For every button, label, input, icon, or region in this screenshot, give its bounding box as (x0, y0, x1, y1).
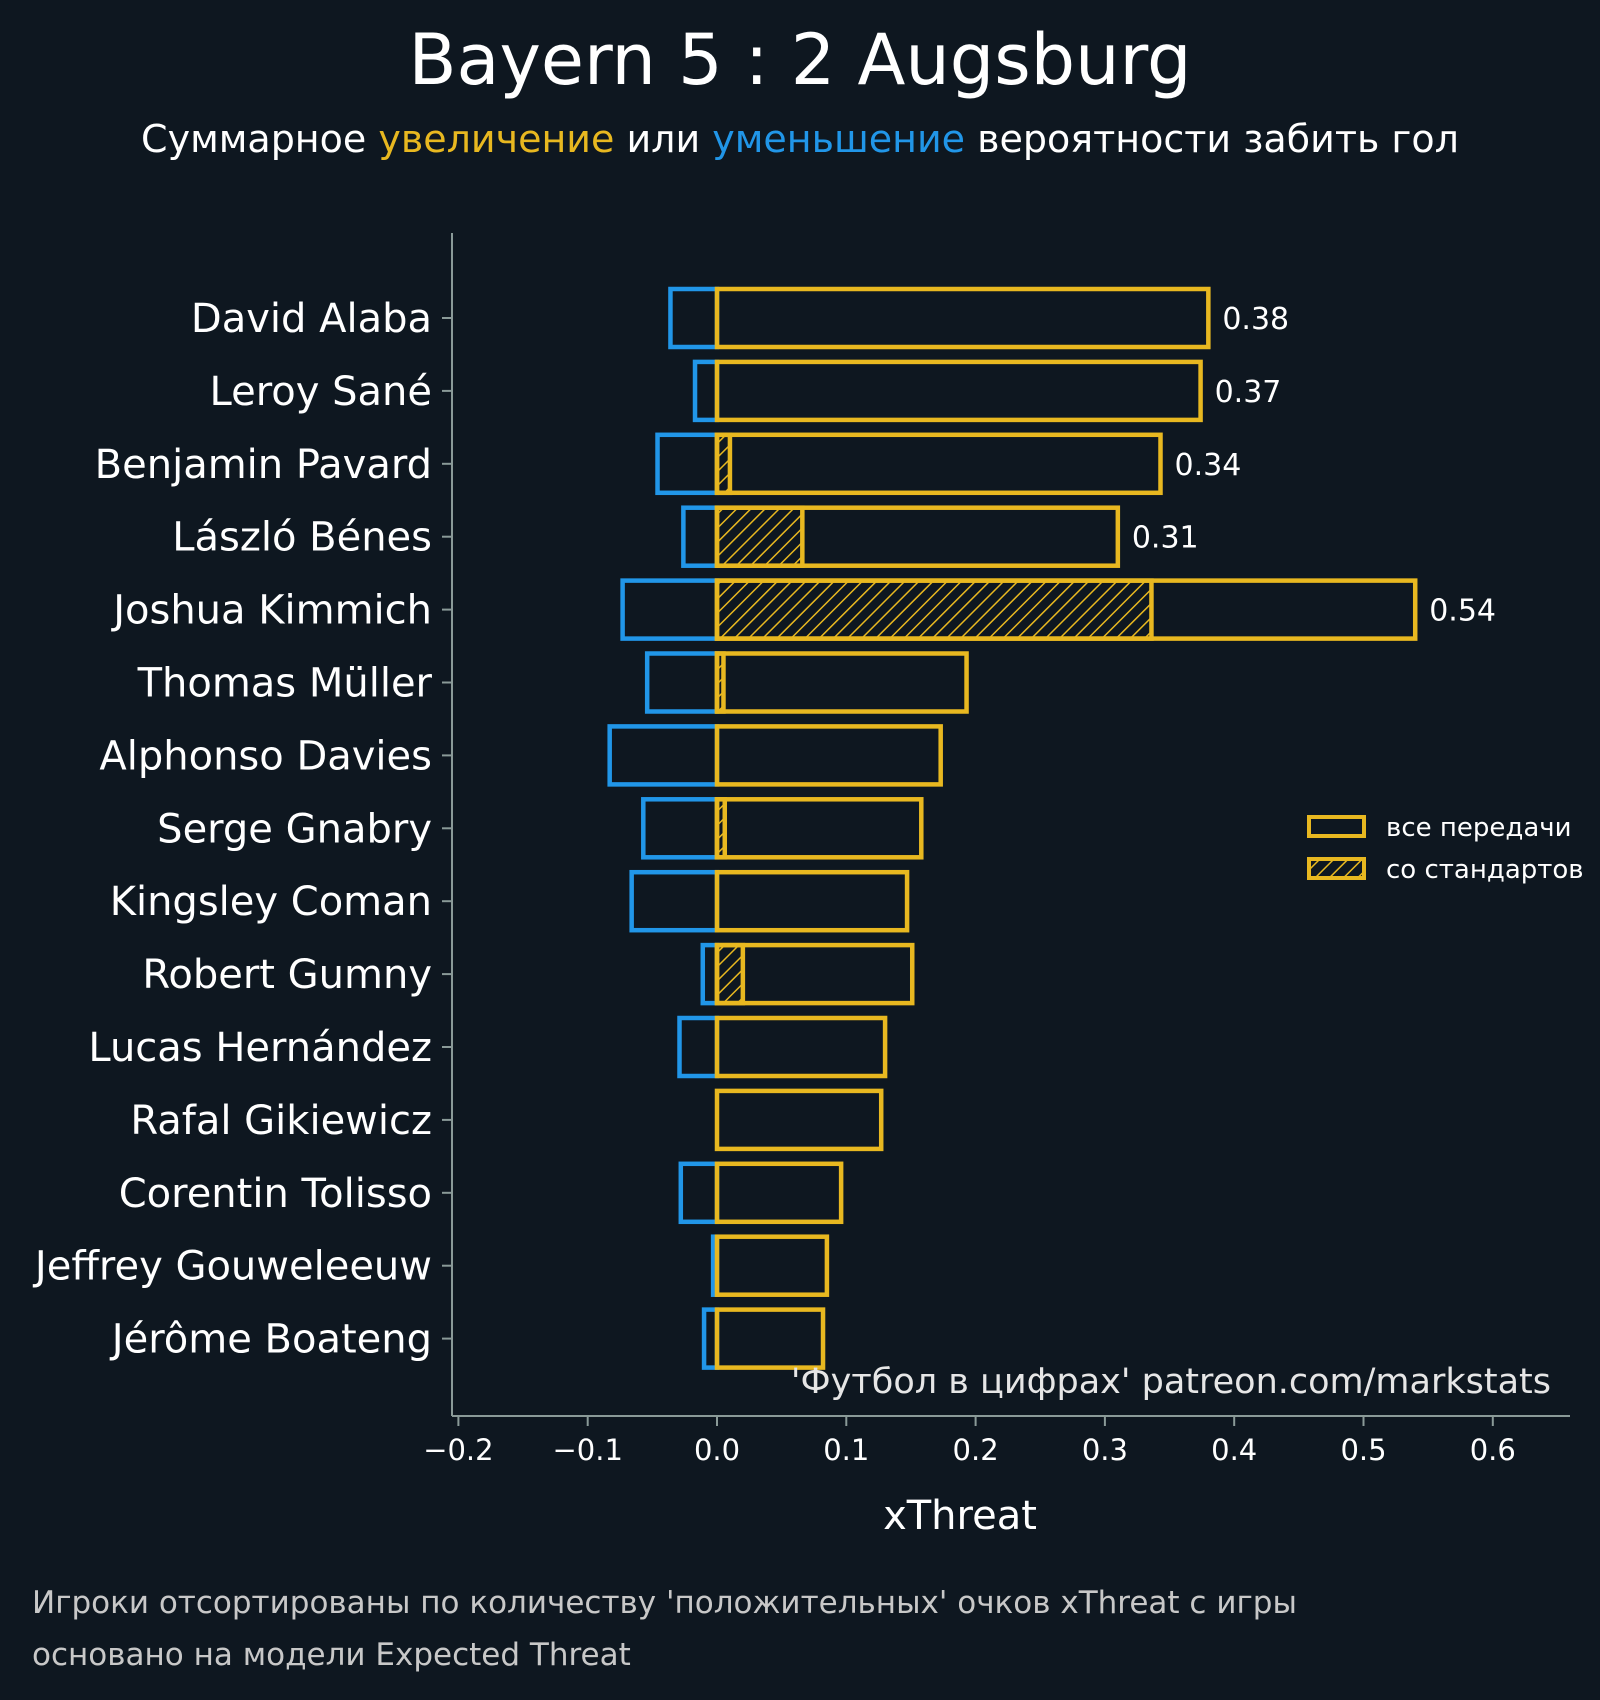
set-piece-bar (714, 942, 746, 1006)
negative-bar (677, 1015, 720, 1079)
x-tick-label: −0.1 (552, 1433, 622, 1467)
player-label: Jérôme Boateng (109, 1317, 432, 1363)
negative-bar (620, 578, 720, 641)
positive-bar (714, 578, 1418, 641)
player-label: Alphonso Davies (99, 733, 432, 779)
player-label: Kingsley Coman (110, 879, 432, 925)
value-label: 0.34 (1174, 448, 1241, 483)
positive-bar (714, 1307, 826, 1370)
x-tick-label: 0.6 (1470, 1433, 1516, 1467)
negative-bar (692, 359, 720, 423)
bars-layer: 0.38 0.37 0.34 0.31 0.54 (607, 286, 1496, 1370)
negative-bar (678, 1161, 720, 1225)
negative-bar (681, 505, 720, 568)
x-tick-label: 0.5 (1340, 1433, 1386, 1467)
positive-bar (714, 1088, 884, 1152)
positive-bar (714, 724, 943, 787)
value-label: 0.54 (1429, 594, 1496, 629)
subtitle-part3: вероятности забить гол (965, 117, 1459, 161)
legend-label-all-passes: все передачи (1386, 813, 1572, 843)
positive-bar (714, 1234, 830, 1297)
positive-bar (714, 942, 915, 1006)
player-label: David Alaba (191, 296, 432, 342)
player-label: Corentin Tolisso (119, 1171, 432, 1217)
x-tick-label: 0.0 (694, 1433, 740, 1467)
legend-label-set-pieces: со стандартов (1386, 855, 1584, 885)
positive-bar (714, 286, 1211, 350)
player-label: László Bénes (172, 515, 432, 561)
x-tick-label: −0.2 (423, 1433, 493, 1467)
axes-layer: David Alaba Leroy Sané Benjamin Pavard Lász… (32, 233, 1570, 1467)
negative-bar (607, 724, 720, 787)
positive-bar (714, 869, 910, 933)
value-label: 0.31 (1132, 521, 1199, 556)
negative-bar (641, 797, 720, 860)
player-label: Thomas Müller (137, 661, 433, 707)
set-piece-bar (714, 578, 1154, 641)
set-piece-bar (714, 505, 805, 568)
legend-swatch-all-passes (1307, 815, 1366, 838)
player-label: Rafal Gikiewicz (130, 1098, 432, 1144)
footnote-model: основано на модели Expected Threat (32, 1637, 631, 1673)
x-tick-label: 0.2 (953, 1433, 999, 1467)
positive-bar (714, 651, 969, 714)
positive-bar (714, 432, 1163, 496)
legend: все передачи со стандартов (1307, 813, 1584, 885)
positive-bar (714, 1161, 844, 1225)
x-axis-label: xThreat (883, 1493, 1037, 1539)
player-label: Benjamin Pavard (95, 442, 432, 488)
value-label: 0.37 (1215, 375, 1282, 410)
credit-text: 'Футбол в цифрах' patreon.com/markstats (791, 1362, 1551, 1402)
subtitle-part2: или (614, 117, 712, 161)
legend-swatch-set-pieces (1307, 857, 1366, 880)
player-label: Lucas Hernández (88, 1025, 432, 1071)
player-label: Jeffrey Gouweleeuw (32, 1244, 432, 1290)
positive-bar (714, 1015, 888, 1079)
subtitle-decrease: уменьшение (712, 117, 965, 161)
negative-bar (668, 286, 720, 350)
chart-title: Bayern 5 : 2 Augsburg (409, 19, 1192, 101)
x-tick-label: 0.4 (1211, 1433, 1257, 1467)
negative-bar (644, 651, 720, 714)
player-label: Serge Gnabry (157, 806, 432, 852)
footnote-sorting: Игроки отсортированы по количеству 'поло… (32, 1585, 1297, 1621)
positive-bar (714, 359, 1203, 423)
x-tick-label: 0.3 (1082, 1433, 1128, 1467)
negative-bar (655, 432, 720, 496)
chart-subtitle: Суммарное увеличение или уменьшение веро… (141, 117, 1459, 161)
value-label: 0.38 (1222, 302, 1289, 337)
positive-bar (714, 505, 1121, 568)
subtitle-part1: Суммарное (141, 117, 378, 161)
x-tick-label: 0.1 (823, 1433, 869, 1467)
player-label: Leroy Sané (210, 369, 432, 415)
player-label: Joshua Kimmich (110, 588, 432, 634)
subtitle-increase: увеличение (378, 117, 614, 161)
player-label: Robert Gumny (142, 952, 432, 998)
negative-bar (629, 869, 720, 933)
positive-bar (714, 797, 924, 860)
